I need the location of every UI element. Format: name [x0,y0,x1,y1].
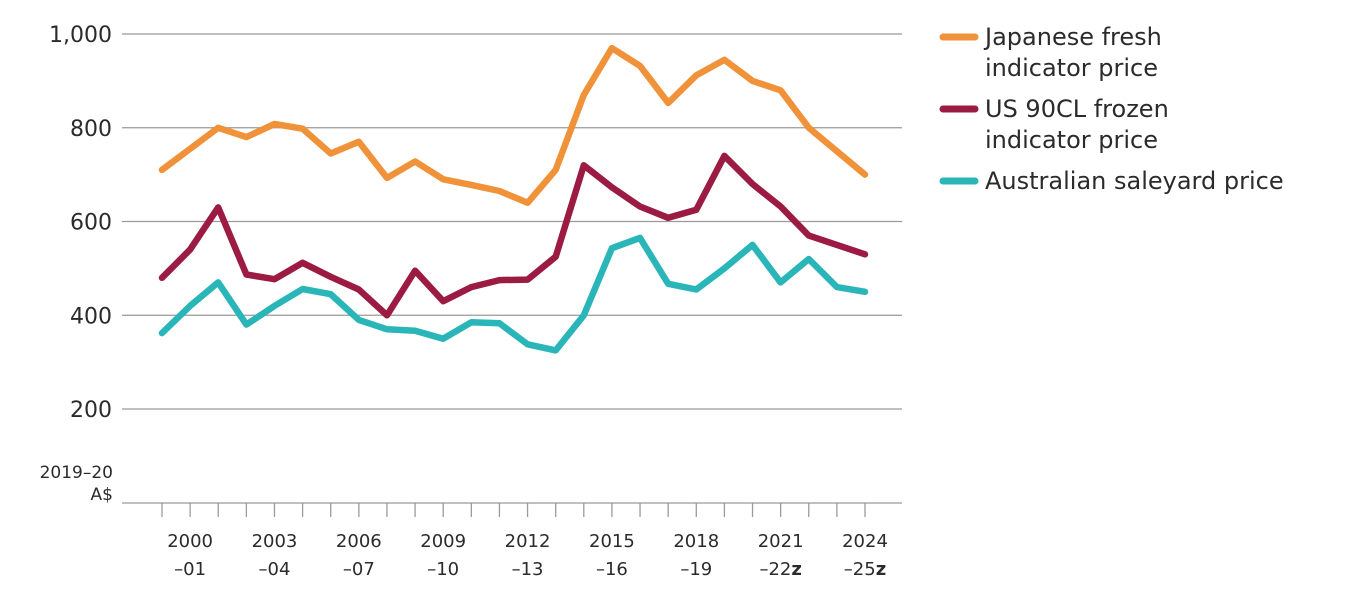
series-line-0 [158,44,869,207]
y-tick-label: 400 [70,304,112,329]
x-tick-label-suffix: –25z [844,559,886,580]
x-tick-label-year: 2000 [167,531,213,552]
gridlines [122,33,902,410]
x-tick-label-suffix: –19 [680,559,712,580]
x-tick-label-suffix: –04 [259,559,291,580]
x-axis: 2000 –01 2003 –04 2006 –07 2009 –10 2012 –13 2015 –… [122,502,902,580]
x-tick-label-year: 2009 [420,531,466,552]
x-tick-label-year: 2018 [673,531,719,552]
y-axis-tick-labels: 200 400 600 800 1,000 [49,23,112,423]
x-tick-label-suffix: –07 [343,559,375,580]
x-tick-label-suffix: –10 [427,559,459,580]
series-line-2 [158,234,869,354]
unit-label-line: 2019–20 [40,463,113,483]
unit-label-line: A$ [91,485,113,505]
series-lines [158,44,869,354]
x-tick-label-suffix: –22z [759,559,801,580]
legend: Japanese fresh indicator price US 90CL fro… [939,23,1284,195]
x-tick-label-year: 2021 [758,531,804,552]
x-tick-label-year: 2012 [505,531,551,552]
y-tick-label: 1,000 [49,23,112,48]
y-tick-label: 600 [70,211,112,236]
x-tick-label-suffix: –16 [596,559,628,580]
legend-label-2: Australian saleyard price [985,167,1284,195]
y-tick-label: 200 [70,398,112,423]
x-tick-label-suffix: –13 [512,559,544,580]
y-tick-label: 800 [70,117,112,142]
x-tick-label-year: 2003 [252,531,298,552]
x-tick-label-year: 2006 [336,531,382,552]
x-tick-label-suffix: –01 [174,559,206,580]
x-tick-label-year: 2015 [589,531,635,552]
legend-label-0: Japanese fresh [983,23,1162,51]
legend-label-1: indicator price [985,126,1158,154]
x-tick-label-year: 2024 [842,531,888,552]
y-axis-unit-label: 2019–20A$ [40,463,113,505]
series-line-1 [158,152,869,319]
legend-label-0: indicator price [985,54,1158,82]
legend-label-1: US 90CL frozen [985,95,1169,123]
